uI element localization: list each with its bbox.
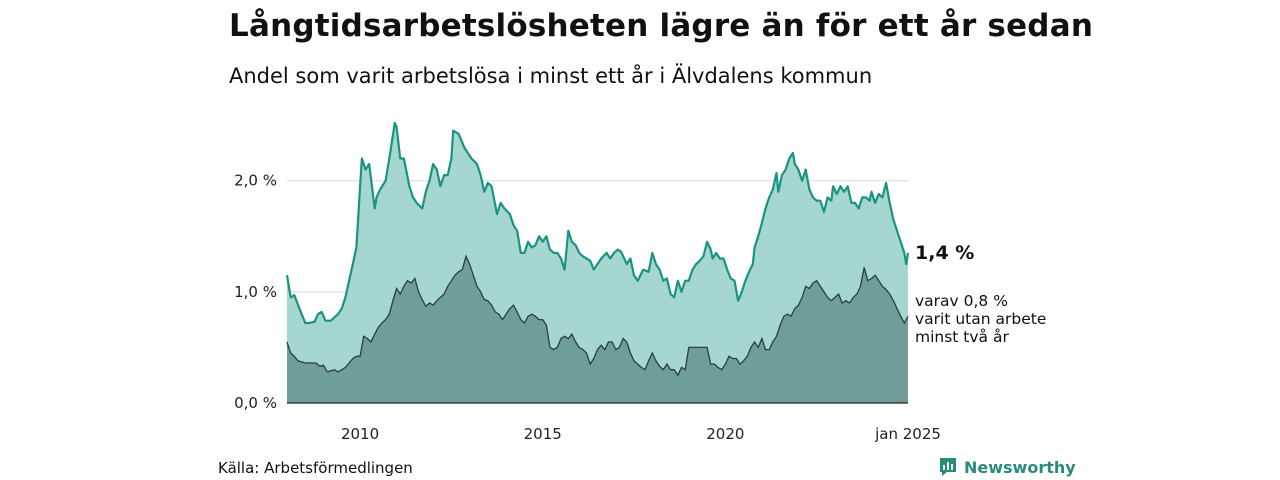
x-tick-label: 2015 <box>524 425 562 443</box>
x-tick-label: 2020 <box>706 425 744 443</box>
end-label-long-3: minst två år <box>915 328 1009 346</box>
y-tick-label: 2,0 % <box>234 172 277 190</box>
line-series-minst-tva-ar <box>286 254 909 377</box>
end-label-total: 1,4 % <box>915 242 974 264</box>
y-tick-label: 0,0 % <box>234 394 277 412</box>
series-areas <box>285 121 910 404</box>
y-tick-label: 1,0 % <box>234 283 277 301</box>
x-axis-ticks: 2010 2015 2020 jan 2025 <box>341 425 941 443</box>
x-tick-label: jan 2025 <box>874 425 941 443</box>
y-axis-ticks: 0,0 % 1,0 % 2,0 % <box>234 172 277 412</box>
end-label-long-1: varav 0,8 % <box>915 292 1008 310</box>
chart-logo-icon <box>940 458 956 476</box>
area-series-minst-tva-ar <box>287 256 908 403</box>
chart-title: Långtidsarbetslösheten lägre än för ett … <box>229 8 1094 44</box>
end-label-long-2: varit utan arbete <box>915 310 1046 328</box>
brand-name: Newsworthy <box>964 457 1076 477</box>
brand-logo: Newsworthy <box>938 456 1076 478</box>
line-series-minst-ett-ar <box>285 121 910 325</box>
x-tick-label: 2010 <box>341 425 379 443</box>
chart-subtitle: Andel som varit arbetslösa i minst ett å… <box>229 64 873 88</box>
source-note: Källa: Arbetsförmedlingen <box>218 459 413 477</box>
